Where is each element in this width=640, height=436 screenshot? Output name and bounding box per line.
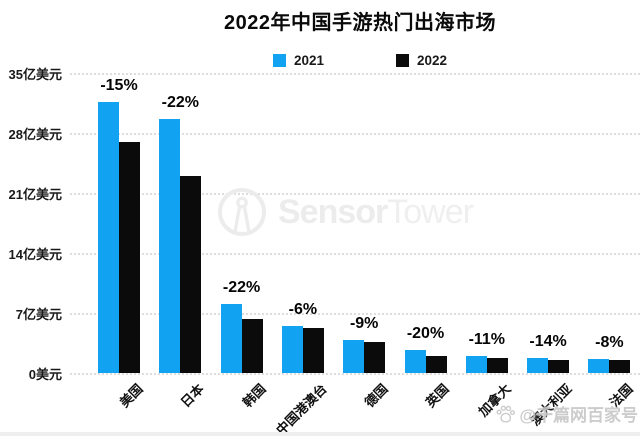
change-label: -6% (288, 300, 318, 318)
x-axis-tick-label: 韩国 (239, 381, 269, 411)
change-label: -22% (222, 278, 261, 296)
bar-2022-美国 (119, 142, 140, 373)
bar-2021-中国港澳台 (281, 325, 303, 373)
gridline-7 (70, 313, 640, 315)
change-label: -8% (595, 334, 624, 352)
chart-title: 2022年中国手游热门出海市场 (224, 12, 496, 34)
change-label: -14% (529, 333, 567, 351)
bar-2022-加拿大 (486, 357, 508, 373)
change-label: -9% (349, 314, 379, 332)
gridline-14 (70, 253, 640, 255)
x-axis-tick-label: 德国 (361, 381, 391, 411)
x-axis-tick-label: 美国 (116, 381, 146, 411)
sensortower-word-bold: Sensor (278, 193, 388, 231)
bar-2021-美国 (98, 102, 119, 373)
y-axis-tick-label: 7亿美元 (15, 307, 62, 322)
sensortower-word-light: Tower (387, 193, 474, 231)
source-watermark: @千篇网百家号 (495, 401, 638, 426)
bar-2021-加拿大 (465, 355, 487, 373)
bar-2021-韩国 (220, 303, 242, 373)
gridline-21 (70, 193, 640, 195)
bar-2022-日本 (180, 175, 202, 373)
change-label: -11% (468, 330, 506, 348)
bar-2022-法国 (609, 360, 631, 373)
change-label: -20% (406, 325, 445, 343)
change-label: -22% (161, 94, 199, 112)
bar-2021-日本 (159, 119, 181, 373)
bar-2022-澳大利亚 (548, 360, 570, 373)
x-axis-tick-label: 英国 (423, 381, 453, 411)
legend-label-2021: 2021 (293, 53, 324, 68)
bar-2021-英国 (404, 350, 426, 373)
change-label: -15% (100, 77, 138, 95)
legend-label-2022: 2022 (417, 53, 448, 68)
bar-2021-法国 (588, 359, 610, 373)
bar-2022-德国 (364, 342, 386, 373)
legend-item-2022: 2022 (396, 53, 447, 68)
gridline-0 (70, 373, 640, 375)
gridline-28 (70, 133, 640, 135)
bar-2022-英国 (425, 355, 447, 373)
y-axis-tick-label: 14亿美元 (8, 247, 62, 262)
y-axis-tick-label: 0美元 (28, 367, 62, 382)
y-axis-tick-label: 21亿美元 (8, 187, 62, 202)
y-axis-tick-label: 28亿美元 (8, 127, 62, 142)
legend-swatch-2022 (396, 54, 409, 67)
x-axis-tick-label: 日本 (178, 381, 208, 411)
bar-2021-德国 (343, 339, 365, 373)
y-axis-tick-label: 35亿美元 (8, 67, 62, 82)
gridline-35 (70, 73, 640, 75)
bar-2021-澳大利亚 (527, 358, 549, 373)
legend-item-2021: 2021 (272, 53, 324, 68)
bottom-edge-strip (0, 432, 640, 436)
paw-icon (496, 405, 516, 423)
bar-2022-中国港澳台 (302, 328, 324, 373)
legend: 2021 2022 (80, 53, 640, 68)
bar-2022-韩国 (241, 319, 263, 373)
x-axis-tick-label: 中国港澳台 (273, 381, 330, 436)
source-watermark-text: @千篇网百家号 (519, 406, 638, 425)
legend-swatch-2021 (272, 54, 286, 67)
